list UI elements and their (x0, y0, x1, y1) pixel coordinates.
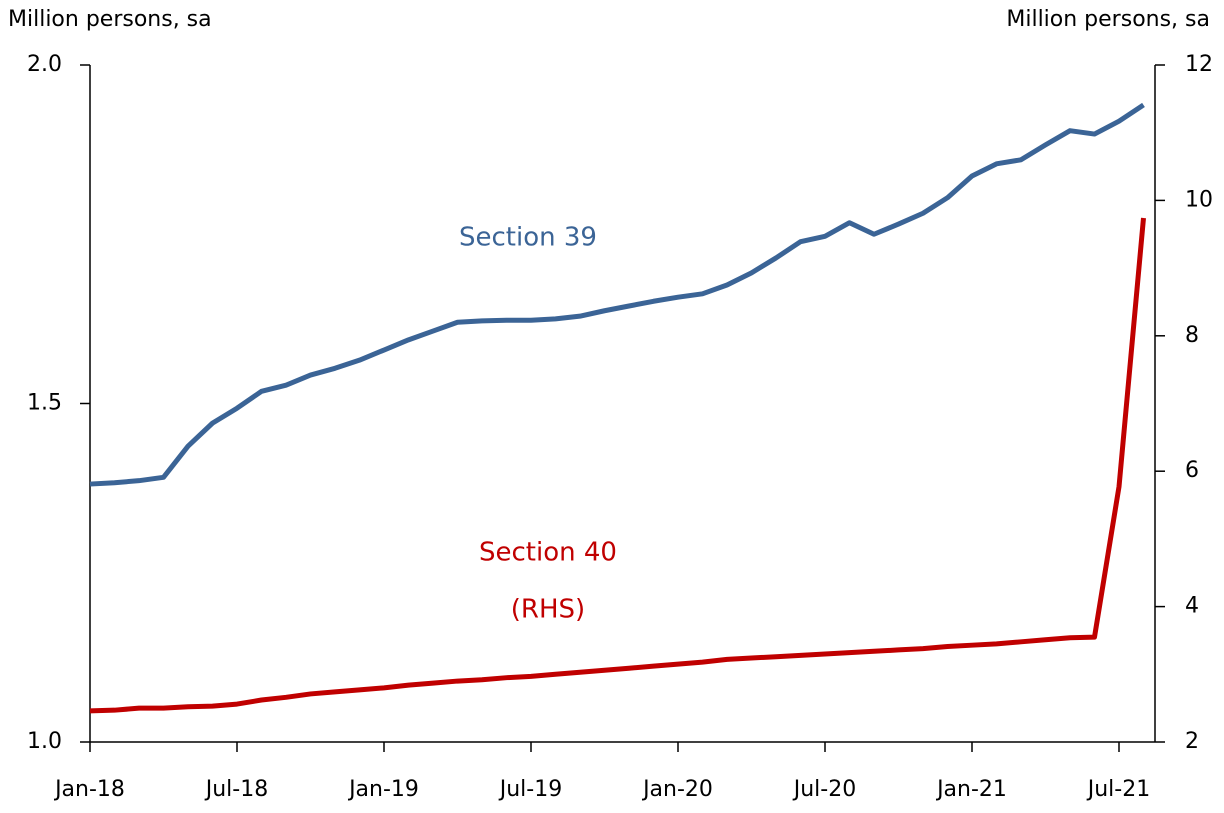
y-axis-label: Million persons, sa (8, 7, 212, 32)
line-series (89, 102, 1145, 487)
y2-tick-label: 8 (1185, 323, 1199, 348)
annotation: Section 39 (459, 223, 597, 253)
y-tick-label: 2.0 (27, 52, 62, 77)
y2-tick-label: 2 (1185, 729, 1199, 754)
y2-axis-label: Million persons, sa (1006, 7, 1210, 32)
y2-tick-label: 4 (1185, 594, 1199, 619)
x-tick-label: Jan-20 (641, 777, 713, 802)
x-tick-label: Jan-21 (935, 777, 1007, 802)
x-tick-label: Jul-19 (498, 777, 562, 802)
y2-tick-label: 10 (1185, 187, 1213, 212)
y-tick-label: 1.0 (27, 729, 62, 754)
annotation: (RHS) (511, 595, 585, 625)
x-tick-label: Jan-19 (347, 777, 419, 802)
x-tick-label: Jul-18 (204, 777, 268, 802)
y2-tick-label: 6 (1185, 458, 1199, 483)
x-tick-label: Jan-18 (53, 777, 125, 802)
annotation: Section 40 (479, 538, 617, 568)
x-tick-label: Jul-21 (1086, 777, 1150, 802)
line-series (89, 217, 1146, 714)
y2-tick-label: 12 (1185, 52, 1213, 77)
x-tick-label: Jul-20 (792, 777, 856, 802)
y-tick-label: 1.5 (27, 391, 62, 416)
